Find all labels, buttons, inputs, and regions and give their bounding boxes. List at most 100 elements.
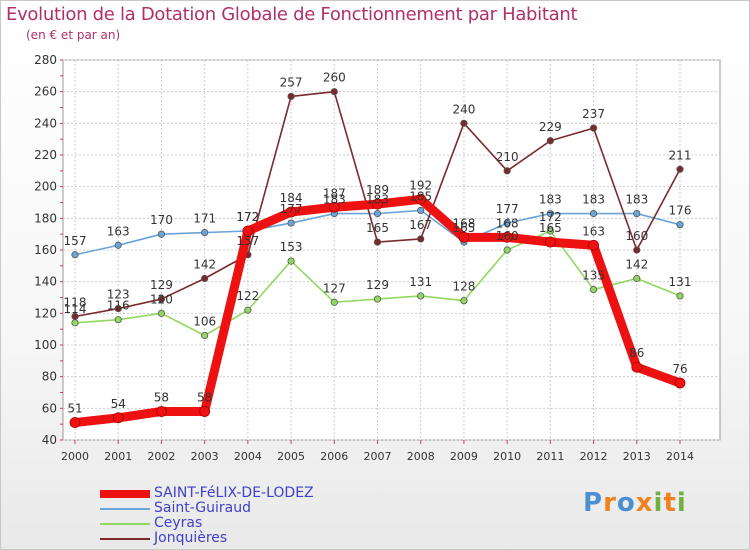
- data-label: 86: [629, 346, 644, 360]
- y-tick-label: 140: [34, 275, 57, 289]
- data-point: [114, 304, 122, 313]
- chart-subtitle: (en € et par an): [26, 28, 121, 42]
- legend-swatch: [100, 523, 150, 525]
- legend-swatch: [100, 538, 150, 540]
- y-tick-label: 120: [34, 306, 57, 320]
- x-tick-label: 2006: [320, 450, 348, 463]
- data-label: 51: [67, 402, 82, 416]
- data-point: [156, 406, 167, 417]
- data-label: 185: [409, 189, 432, 203]
- x-tick-label: 2014: [666, 450, 694, 463]
- data-point: [242, 225, 254, 237]
- data-label: 170: [150, 213, 173, 227]
- legend-label: SAINT-FéLIX-DE-LODEZ: [154, 485, 314, 501]
- legend-label: Ceyras: [154, 515, 203, 531]
- data-point: [244, 306, 252, 314]
- data-point: [71, 312, 79, 321]
- data-point: [201, 331, 209, 340]
- data-label: 114: [64, 302, 87, 316]
- x-tick-label: 2010: [493, 450, 521, 463]
- data-label: 240: [452, 102, 475, 116]
- data-point: [114, 241, 122, 249]
- x-tick-label: 2005: [277, 450, 305, 463]
- data-label: 165: [539, 221, 562, 235]
- data-label: 129: [366, 278, 389, 292]
- data-label: 183: [323, 193, 346, 207]
- data-label: 131: [409, 275, 432, 289]
- data-label: 183: [625, 193, 648, 207]
- data-label: 183: [582, 193, 605, 207]
- data-point: [460, 297, 468, 305]
- data-point: [287, 219, 295, 227]
- legend-label: Jonquières: [154, 530, 228, 546]
- data-label: 142: [625, 258, 648, 272]
- data-label: 142: [193, 258, 216, 272]
- data-point: [674, 377, 686, 389]
- series-ceyras: [71, 227, 684, 340]
- data-label: 192: [409, 178, 432, 192]
- data-point: [503, 246, 511, 254]
- y-tick-label: 240: [34, 116, 57, 130]
- y-tick-label: 160: [34, 243, 57, 257]
- legend: SAINT-FéLIX-DE-LODEZ Saint-Guiraud Ceyras J…: [100, 486, 400, 546]
- data-point: [546, 209, 554, 218]
- data-label: 120: [150, 292, 173, 306]
- data-point: [503, 167, 511, 175]
- data-label: 163: [582, 224, 605, 238]
- x-tick-label: 2008: [407, 450, 435, 463]
- legend-item: Ceyras: [100, 516, 400, 531]
- data-point: [328, 201, 340, 213]
- data-label: 127: [323, 281, 346, 295]
- data-label: 168: [452, 216, 475, 230]
- data-label: 211: [669, 148, 692, 162]
- data-label: 172: [236, 210, 259, 224]
- data-label: 122: [236, 289, 259, 303]
- data-point: [633, 246, 641, 254]
- data-label: 157: [236, 234, 259, 248]
- x-tick-label: 2011: [536, 450, 564, 463]
- data-point: [631, 361, 643, 373]
- data-label: 58: [154, 391, 169, 405]
- data-point: [373, 209, 382, 218]
- data-point: [287, 257, 295, 265]
- data-point: [199, 406, 211, 417]
- data-label: 165: [366, 221, 389, 235]
- y-tick-label: 260: [34, 85, 57, 99]
- data-label: 106: [193, 315, 216, 329]
- data-label: 184: [280, 191, 303, 205]
- y-tick-label: 60: [42, 401, 57, 415]
- data-point: [633, 209, 641, 218]
- data-point: [417, 292, 425, 300]
- legend-item: Jonquières: [100, 531, 400, 546]
- data-label: 187: [323, 186, 346, 200]
- x-tick-label: 2002: [147, 450, 175, 463]
- data-point: [201, 274, 209, 283]
- data-point: [157, 295, 166, 303]
- data-label: 128: [452, 280, 475, 294]
- data-label: 183: [539, 193, 562, 207]
- data-label: 58: [197, 391, 212, 405]
- legend-item: SAINT-FéLIX-DE-LODEZ: [100, 486, 400, 501]
- x-tick-label: 2003: [191, 450, 219, 463]
- data-point: [71, 319, 79, 327]
- data-label: 167: [409, 218, 432, 232]
- x-tick-label: 2013: [623, 450, 651, 463]
- data-label: 177: [496, 202, 519, 216]
- data-label: 229: [539, 120, 562, 134]
- data-point: [285, 206, 297, 218]
- data-point: [372, 198, 383, 210]
- data-point: [330, 298, 338, 306]
- data-point: [503, 219, 511, 227]
- data-label: 171: [193, 212, 216, 226]
- data-label: 172: [539, 210, 562, 224]
- data-label: 176: [669, 204, 692, 218]
- legend-item: Saint-Guiraud: [100, 501, 400, 516]
- x-tick-label: 2000: [61, 450, 89, 463]
- data-label: 210: [496, 150, 519, 164]
- data-point: [417, 206, 425, 215]
- x-tick-label: 2007: [364, 450, 392, 463]
- data-label: 168: [496, 216, 519, 230]
- y-tick-label: 40: [42, 433, 57, 447]
- data-point: [112, 412, 124, 424]
- data-label: 189: [366, 183, 389, 197]
